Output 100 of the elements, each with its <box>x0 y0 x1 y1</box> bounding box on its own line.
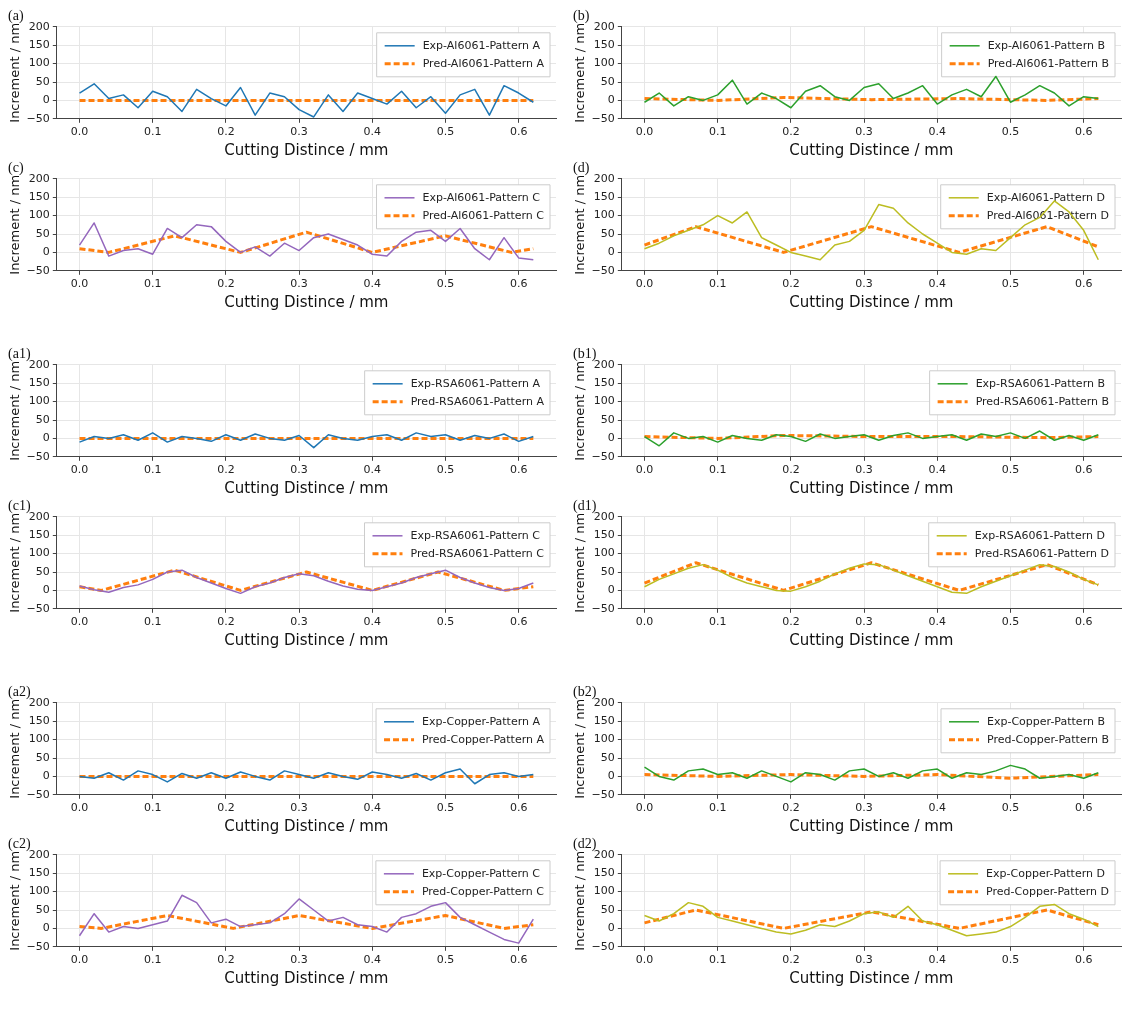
y-tick-label: 0 <box>42 431 50 445</box>
x-tick-label: 0.3 <box>855 125 873 139</box>
x-tick-label: 0.4 <box>928 277 947 291</box>
y-tick-label: −50 <box>591 601 615 615</box>
x-tick-label: 0.6 <box>509 125 528 139</box>
legend-label: Pred-Copper-Pattern B <box>987 732 1110 746</box>
x-tick-label: 0.4 <box>928 125 947 139</box>
y-tick-label: −50 <box>591 939 615 953</box>
y-tick-label: 100 <box>593 56 615 70</box>
legend-label: Pred-RSA6061-Pattern A <box>410 394 545 408</box>
x-tick-label: 0.4 <box>928 615 947 629</box>
y-tick-label: −50 <box>26 939 50 953</box>
y-tick-label: 50 <box>35 226 50 240</box>
y-tick-label: 50 <box>35 74 50 88</box>
legend-label: Pred-Al6061-Pattern B <box>987 56 1110 70</box>
x-tick-label: 0.1 <box>143 125 162 139</box>
y-axis-title: Increment / nm <box>572 174 588 275</box>
x-tick-label: 0.5 <box>1001 801 1020 815</box>
x-tick-label: 0.0 <box>635 277 654 291</box>
legend-label: Pred-Al6061-Pattern A <box>422 56 545 70</box>
y-tick-label: 200 <box>593 19 615 33</box>
x-axis-title: Cutting Distince / mm <box>224 478 389 497</box>
y-tick-label: 0 <box>607 431 615 445</box>
x-tick-label: 0.3 <box>290 953 308 967</box>
x-tick-label: 0.4 <box>363 277 382 291</box>
y-tick-label: 100 <box>593 732 615 746</box>
x-tick-label: 0.1 <box>708 125 727 139</box>
x-tick-label: 0.1 <box>143 277 162 291</box>
y-tick-label: 0 <box>42 769 50 783</box>
x-tick-label: 0.1 <box>708 277 727 291</box>
x-tick-label: 0.1 <box>708 953 727 967</box>
y-tick-label: 50 <box>35 750 50 764</box>
y-axis-title: Increment / nm <box>7 360 23 461</box>
legend-label: Exp-Al6061-Pattern C <box>422 190 541 204</box>
legend-label: Pred-Copper-Pattern A <box>422 732 545 746</box>
y-tick-label: 100 <box>593 394 615 408</box>
y-axis-title: Increment / nm <box>7 512 23 613</box>
x-tick-label: 0.6 <box>509 277 528 291</box>
x-axis-title: Cutting Distince / mm <box>789 140 954 159</box>
legend-label: Pred-RSA6061-Pattern B <box>975 394 1109 408</box>
x-tick-label: 0.1 <box>143 615 162 629</box>
y-axis-title: Increment / nm <box>7 698 23 799</box>
x-tick-label: 0.0 <box>635 953 654 967</box>
x-tick-label: 0.1 <box>143 801 162 815</box>
x-tick-label: 0.0 <box>70 125 89 139</box>
legend-label: Pred-Copper-Pattern D <box>986 884 1110 898</box>
legend-label: Exp-Copper-Pattern A <box>422 714 541 728</box>
legend-label: Exp-Copper-Pattern D <box>986 866 1105 880</box>
y-tick-label: 0 <box>607 921 615 935</box>
y-tick-label: 100 <box>28 208 50 222</box>
x-tick-label: 0.5 <box>1001 277 1020 291</box>
x-tick-label: 0.3 <box>290 125 308 139</box>
chart-title: (a) <box>8 8 24 25</box>
y-tick-label: 0 <box>42 245 50 259</box>
chart-title: (d2) <box>573 836 597 853</box>
y-tick-label: 0 <box>42 583 50 597</box>
x-tick-label: 0.1 <box>143 463 162 477</box>
y-tick-label: 0 <box>607 583 615 597</box>
x-tick-label: 0.0 <box>635 463 654 477</box>
x-tick-label: 0.5 <box>1001 615 1020 629</box>
x-tick-label: 0.5 <box>1001 463 1020 477</box>
legend-label: Pred-Copper-Pattern C <box>421 884 545 898</box>
y-tick-label: −50 <box>591 263 615 277</box>
y-tick-label: 200 <box>593 171 615 185</box>
x-tick-label: 0.4 <box>363 801 382 815</box>
y-axis-title: Increment / nm <box>572 512 588 613</box>
y-axis-title: Increment / nm <box>572 698 588 799</box>
x-tick-label: 0.2 <box>217 463 235 477</box>
y-axis-title: Increment / nm <box>572 22 588 123</box>
y-axis-title: Increment / nm <box>7 22 23 123</box>
x-axis-title: Cutting Distince / mm <box>789 968 954 987</box>
legend-label: Exp-Copper-Pattern C <box>421 866 541 880</box>
x-tick-label: 0.2 <box>782 615 800 629</box>
y-tick-label: 100 <box>28 884 50 898</box>
x-tick-label: 0.6 <box>1074 277 1093 291</box>
chart-title: (a1) <box>8 346 31 363</box>
y-tick-label: 50 <box>35 902 50 916</box>
x-tick-label: 0.5 <box>436 615 455 629</box>
x-tick-label: 0.5 <box>1001 125 1020 139</box>
x-axis-title: Cutting Distince / mm <box>789 630 954 649</box>
x-tick-label: 0.5 <box>436 463 455 477</box>
y-tick-label: 50 <box>600 902 615 916</box>
x-tick-label: 0.0 <box>70 953 89 967</box>
x-tick-label: 0.4 <box>928 463 947 477</box>
x-tick-label: 0.5 <box>436 277 455 291</box>
x-tick-label: 0.0 <box>635 615 654 629</box>
y-tick-label: −50 <box>591 787 615 801</box>
y-tick-label: 150 <box>28 376 50 390</box>
legend-label: Pred-RSA6061-Pattern D <box>974 546 1110 560</box>
y-tick-label: 150 <box>28 38 50 52</box>
x-axis-title: Cutting Distince / mm <box>224 816 389 835</box>
x-tick-label: 0.2 <box>217 801 235 815</box>
x-axis-title: Cutting Distince / mm <box>789 478 954 497</box>
x-tick-label: 0.6 <box>1074 615 1093 629</box>
x-tick-label: 0.3 <box>855 615 873 629</box>
x-tick-label: 0.3 <box>855 463 873 477</box>
y-tick-label: 150 <box>593 866 615 880</box>
x-tick-label: 0.5 <box>436 125 455 139</box>
x-axis-title: Cutting Distince / mm <box>789 816 954 835</box>
x-tick-label: 0.0 <box>70 463 89 477</box>
